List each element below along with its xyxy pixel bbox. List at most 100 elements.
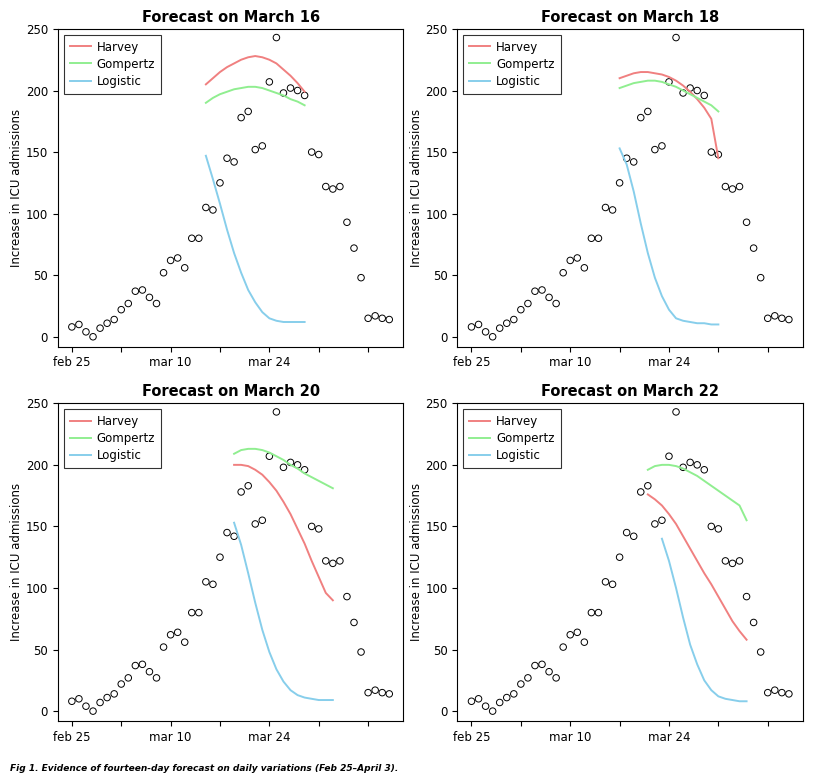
Point (613, 176, 626, 189)
Point (578, 636, 591, 648)
Point (571, 252, 584, 264)
Point (761, 312, 774, 325)
Point (472, 319, 485, 331)
Point (93, 322, 107, 334)
Point (655, 140, 668, 152)
Point (150, 298, 163, 310)
Point (185, 232, 198, 245)
Point (649, 517, 662, 530)
Point (719, 555, 732, 567)
Point (291, 458, 304, 471)
Point (178, 636, 191, 648)
Point (143, 665, 156, 678)
Point (747, 242, 760, 254)
Point (284, 82, 297, 94)
Point (733, 180, 746, 193)
Point (277, 461, 290, 473)
Point (776, 312, 789, 325)
Point (383, 688, 396, 700)
Point (557, 267, 570, 279)
Point (726, 557, 739, 570)
Point (571, 626, 584, 639)
Point (241, 105, 254, 117)
Point (312, 523, 325, 535)
Point (172, 252, 185, 264)
Point (691, 458, 704, 471)
Point (705, 146, 718, 159)
Point (740, 591, 753, 603)
Point (101, 317, 114, 329)
Point (305, 146, 318, 159)
Point (362, 686, 375, 699)
Point (634, 111, 647, 124)
Point (472, 692, 485, 705)
Point (157, 267, 170, 279)
Point (249, 144, 262, 156)
Point (333, 555, 346, 567)
Point (776, 686, 789, 699)
Point (465, 695, 478, 708)
Point (563, 629, 576, 641)
Point (354, 646, 367, 658)
Point (93, 696, 107, 709)
Point (178, 262, 191, 274)
Point (500, 692, 513, 704)
Point (122, 671, 135, 684)
Point (199, 201, 212, 214)
Point (298, 464, 311, 476)
Point (507, 313, 520, 326)
Point (220, 526, 233, 538)
Title: Forecast on March 22: Forecast on March 22 (541, 385, 720, 399)
Point (347, 242, 360, 254)
Point (320, 180, 333, 193)
Point (228, 155, 241, 168)
Point (613, 551, 626, 563)
Point (627, 155, 640, 168)
Point (585, 606, 598, 618)
Point (214, 176, 227, 189)
Point (80, 326, 93, 338)
Point (733, 555, 746, 567)
Point (479, 700, 492, 713)
Point (465, 321, 478, 333)
Point (740, 216, 753, 228)
Point (515, 304, 528, 316)
Point (249, 517, 262, 530)
Point (684, 82, 697, 94)
Point (782, 313, 795, 326)
Point (326, 557, 339, 570)
Point (782, 688, 795, 700)
Point (207, 204, 220, 216)
Text: Fig 1. Evidence of fourteen-day forecast on daily variations (Feb 25–April 3).: Fig 1. Evidence of fourteen-day forecast… (10, 764, 398, 773)
Point (486, 705, 499, 717)
Point (493, 696, 506, 709)
Point (550, 298, 563, 310)
Point (641, 479, 654, 492)
Point (333, 180, 346, 193)
Point (592, 606, 605, 618)
Point (185, 606, 198, 618)
Point (235, 111, 248, 124)
Y-axis label: Increase in ICU admissions: Increase in ICU admissions (10, 483, 23, 641)
Point (347, 616, 360, 629)
Y-axis label: Increase in ICU admissions: Increase in ICU admissions (410, 483, 423, 641)
Point (263, 75, 276, 88)
Point (599, 201, 612, 214)
Point (641, 105, 654, 117)
Title: Forecast on March 20: Forecast on March 20 (141, 385, 320, 399)
Title: Forecast on March 16: Forecast on March 16 (141, 10, 320, 25)
Point (368, 684, 381, 696)
Point (655, 514, 668, 527)
Point (383, 313, 396, 326)
Legend: Harvey, Gompertz, Logistic: Harvey, Gompertz, Logistic (63, 409, 161, 469)
Point (101, 692, 114, 704)
Legend: Harvey, Gompertz, Logistic: Harvey, Gompertz, Logistic (463, 409, 561, 469)
Point (634, 486, 647, 498)
Point (122, 298, 135, 310)
Point (620, 526, 633, 538)
Point (663, 75, 676, 88)
Point (726, 183, 739, 195)
Point (72, 319, 85, 331)
Point (128, 285, 141, 298)
Point (768, 684, 781, 696)
